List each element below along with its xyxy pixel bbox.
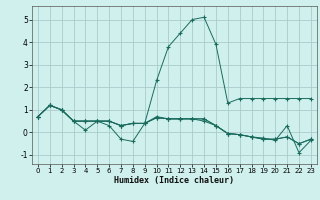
X-axis label: Humidex (Indice chaleur): Humidex (Indice chaleur)	[115, 176, 234, 185]
